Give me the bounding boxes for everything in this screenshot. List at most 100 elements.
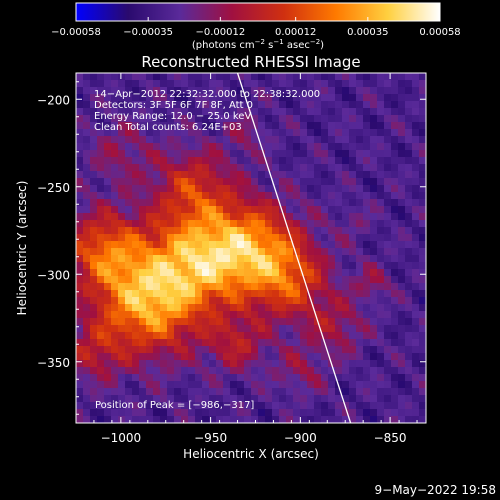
heatmap-cell	[174, 129, 182, 137]
heatmap-cell	[342, 143, 350, 151]
heatmap-cell	[293, 213, 301, 221]
annotation-detectors: Detectors: 3F 5F 6F 7F 8F, Att 0	[94, 100, 253, 111]
heatmap-cell	[153, 297, 161, 305]
heatmap-cell	[153, 255, 161, 263]
heatmap-cell	[146, 248, 154, 256]
heatmap-cell	[307, 339, 315, 347]
heatmap-cell	[118, 374, 126, 382]
heatmap-cell	[139, 297, 147, 305]
heatmap-cell	[244, 73, 252, 81]
heatmap-cell	[104, 346, 112, 354]
heatmap-cell	[251, 227, 259, 235]
heatmap-cell	[160, 262, 168, 270]
heatmap-cell	[216, 234, 224, 242]
heatmap-cell	[370, 143, 378, 151]
heatmap-cell	[132, 353, 140, 361]
heatmap-cell	[398, 318, 406, 326]
heatmap-cell	[321, 374, 329, 382]
heatmap-cell	[293, 150, 301, 158]
heatmap-cell	[335, 311, 343, 319]
heatmap-cell	[272, 157, 280, 165]
heatmap-cell	[76, 297, 84, 305]
heatmap-cell	[188, 192, 196, 200]
heatmap-cell	[146, 290, 154, 298]
heatmap-cell	[223, 234, 231, 242]
chart-title: Reconstructed RHESSI Image	[141, 53, 360, 71]
heatmap-cell	[251, 206, 259, 214]
heatmap-cell	[146, 388, 154, 396]
heatmap-cell	[97, 318, 105, 326]
heatmap-cell	[272, 94, 280, 102]
heatmap-cell	[300, 136, 308, 144]
heatmap-cell	[216, 213, 224, 221]
heatmap-cell	[237, 395, 245, 403]
heatmap-cell	[328, 297, 336, 305]
heatmap-cell	[286, 164, 294, 172]
heatmap-cell	[125, 367, 133, 375]
heatmap-cell	[181, 199, 189, 207]
heatmap-cell	[335, 248, 343, 256]
heatmap-cell	[377, 213, 385, 221]
heatmap-cell	[237, 192, 245, 200]
heatmap-cell	[279, 325, 287, 333]
heatmap-cell	[419, 395, 426, 403]
heatmap-cell	[356, 297, 364, 305]
heatmap-cell	[412, 164, 420, 172]
heatmap-cell	[391, 241, 399, 249]
heatmap-cell	[272, 227, 280, 235]
heatmap-cell	[153, 73, 161, 81]
heatmap-cell	[216, 269, 224, 277]
heatmap-cell	[76, 353, 84, 361]
heatmap-cell	[146, 332, 154, 340]
heatmap-cell	[293, 129, 301, 137]
heatmap-cell	[398, 80, 406, 88]
heatmap-cell	[118, 115, 126, 123]
heatmap-cell	[223, 227, 231, 235]
heatmap-cell	[272, 255, 280, 263]
heatmap-cell	[97, 360, 105, 368]
heatmap-cell	[202, 87, 210, 95]
heatmap-cell	[230, 220, 238, 228]
heatmap-cell	[286, 94, 294, 102]
heatmap-cell	[328, 332, 336, 340]
heatmap-cell	[398, 395, 406, 403]
heatmap-cell	[153, 150, 161, 158]
heatmap-cell	[293, 234, 301, 242]
heatmap-cell	[363, 94, 371, 102]
heatmap-cell	[391, 101, 399, 109]
heatmap-cell	[111, 73, 119, 81]
heatmap-cell	[118, 402, 126, 410]
heatmap-cell	[237, 283, 245, 291]
heatmap-cell	[230, 255, 238, 263]
heatmap-cell	[139, 101, 147, 109]
heatmap-cell	[328, 143, 336, 151]
heatmap-cell	[293, 311, 301, 319]
heatmap-cell	[118, 227, 126, 235]
heatmap-cell	[195, 381, 203, 389]
heatmap-cell	[321, 129, 329, 137]
heatmap-cell	[146, 143, 154, 151]
heatmap-cell	[90, 206, 98, 214]
heatmap-cell	[76, 171, 84, 179]
heatmap-cell	[188, 311, 196, 319]
heatmap-cell	[272, 178, 280, 186]
heatmap-cell	[118, 339, 126, 347]
heatmap-cell	[90, 402, 98, 410]
heatmap-cell	[167, 213, 175, 221]
heatmap-cell	[370, 227, 378, 235]
heatmap-cell	[111, 136, 119, 144]
heatmap-cell	[251, 339, 259, 347]
heatmap-cell	[377, 122, 385, 130]
heatmap-cell	[286, 108, 294, 116]
heatmap-cell	[195, 101, 203, 109]
heatmap-cell	[132, 87, 140, 95]
heatmap-cell	[251, 143, 259, 151]
heatmap-cell	[300, 164, 308, 172]
heatmap-cell	[321, 150, 329, 158]
heatmap-cell	[342, 178, 350, 186]
heatmap-cell	[286, 220, 294, 228]
heatmap-cell	[321, 164, 329, 172]
heatmap-cell	[188, 178, 196, 186]
heatmap-cell	[377, 73, 385, 81]
heatmap-cell	[251, 185, 259, 193]
